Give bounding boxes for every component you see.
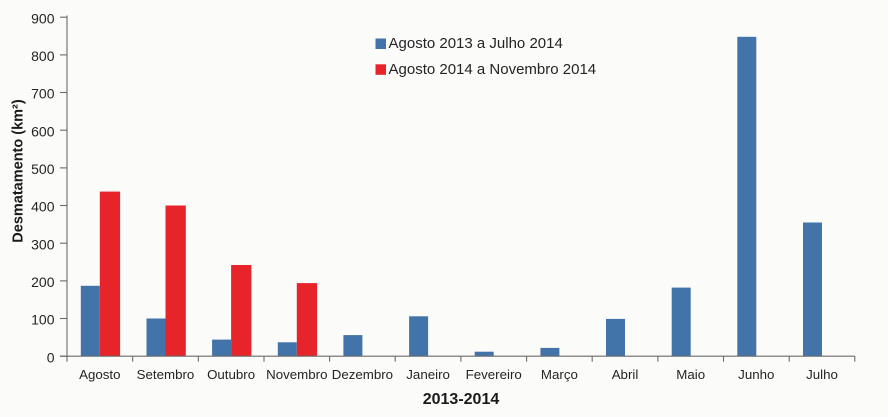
svg-text:200: 200 [31,274,55,290]
svg-text:2013-2014: 2013-2014 [423,391,500,408]
svg-text:Março: Março [541,367,578,382]
svg-text:Julho: Julho [806,367,838,382]
svg-text:Abril: Abril [612,367,639,382]
svg-text:700: 700 [31,86,55,102]
svg-text:300: 300 [31,236,55,252]
svg-text:800: 800 [31,48,55,64]
svg-text:Junho: Junho [738,367,774,382]
svg-text:Agosto 2014 a Novembro 2014: Agosto 2014 a Novembro 2014 [389,61,597,78]
svg-text:500: 500 [31,161,55,177]
svg-text:Setembro: Setembro [137,367,195,382]
svg-text:Outubro: Outubro [207,367,255,382]
svg-text:400: 400 [31,199,55,215]
svg-text:Desmatamento (km²): Desmatamento (km²) [11,99,27,243]
svg-text:Novembro: Novembro [266,367,327,382]
svg-text:Agosto: Agosto [79,367,120,382]
svg-text:900: 900 [31,10,55,26]
svg-text:Janeiro: Janeiro [406,367,450,382]
svg-text:100: 100 [31,312,55,328]
svg-text:Maio: Maio [676,367,705,382]
svg-text:Fevereiro: Fevereiro [466,367,522,382]
svg-text:0: 0 [47,349,55,365]
svg-text:Agosto 2013 a Julho 2014: Agosto 2013 a Julho 2014 [389,35,563,52]
svg-text:Dezembro: Dezembro [332,367,393,382]
svg-text:600: 600 [31,123,55,139]
